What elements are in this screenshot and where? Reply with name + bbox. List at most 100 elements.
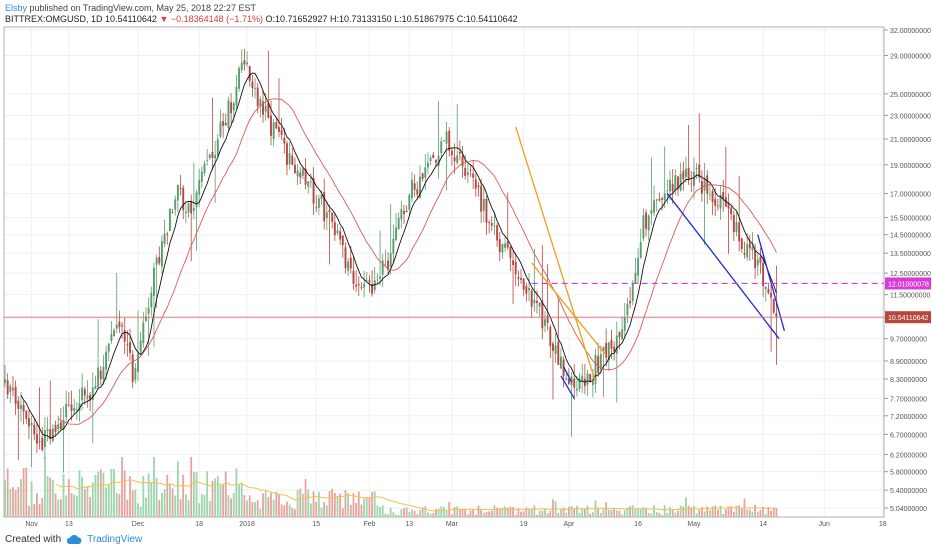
volume-bar-277 — [740, 508, 743, 517]
candle-77 — [208, 153, 211, 160]
candle-body-250 — [669, 180, 671, 192]
candle-216 — [578, 372, 581, 393]
volume-bar-239 — [639, 508, 642, 517]
tradingview-brand[interactable]: TradingView — [87, 534, 143, 545]
y-tick-label-19: 6.20000000 — [890, 452, 927, 459]
candle-135 — [363, 270, 366, 298]
candle-245 — [655, 198, 658, 212]
candle-body-225 — [602, 346, 605, 352]
candle-body-270 — [722, 191, 725, 199]
volume-bar-41 — [113, 469, 115, 517]
volume-bar-242 — [647, 513, 650, 517]
volume-bar-179 — [480, 509, 483, 517]
candle-body-169 — [453, 157, 456, 162]
candle-body-239 — [639, 242, 642, 258]
volume-bar-175 — [469, 510, 472, 517]
candle-262 — [700, 170, 703, 202]
volume-bar-253 — [677, 510, 679, 517]
volume-bar-222 — [594, 500, 597, 517]
candle-205 — [549, 324, 552, 358]
candle-88 — [238, 65, 241, 92]
volume-bar-119 — [320, 507, 323, 517]
volume-bar-189 — [506, 507, 509, 517]
volume-bar-35 — [97, 471, 99, 517]
volume-bar-180 — [482, 512, 485, 517]
candle-body-64 — [174, 199, 177, 210]
candle-body-199 — [533, 299, 536, 304]
candle-body-156 — [419, 176, 421, 198]
candle-271 — [724, 146, 727, 207]
volume-bar-265 — [709, 510, 711, 517]
candle-body-165 — [442, 140, 445, 142]
volume-bar-55 — [150, 482, 153, 517]
volume-bar-3 — [12, 487, 14, 517]
candle-222 — [594, 348, 597, 394]
last-price-value: 10.54110642 — [105, 14, 157, 24]
candle-60 — [163, 219, 166, 248]
y-tick-label-11: 11.50000000 — [890, 293, 930, 300]
volume-bar-158 — [424, 506, 427, 517]
volume-bar-141 — [379, 506, 381, 517]
volume-bar-109 — [294, 509, 296, 517]
candle-body-192 — [514, 261, 517, 275]
candle-body-181 — [485, 198, 488, 223]
candle-175 — [469, 165, 472, 177]
candle-253 — [677, 176, 679, 197]
y-tick-label-20: 5.80000000 — [890, 470, 927, 477]
symbol-label: BITTREX:OMGUSD, 1D — [5, 14, 103, 24]
volume-bar-250 — [669, 507, 671, 517]
volume-bar-206 — [552, 499, 554, 517]
volume-bar-254 — [679, 505, 682, 517]
candle-198 — [530, 288, 533, 319]
candle-75 — [203, 160, 206, 177]
volume-bar-99 — [267, 497, 270, 517]
candle-body-267 — [714, 199, 717, 206]
candle-13 — [38, 387, 41, 450]
candle-208 — [557, 298, 560, 366]
candle-body-94 — [254, 88, 256, 90]
volume-bar-228 — [610, 509, 613, 517]
volume-bar-101 — [272, 499, 275, 517]
candle-126 — [339, 227, 342, 246]
candle-289 — [772, 298, 775, 315]
volume-bar-54 — [147, 473, 150, 517]
ma-slow-line — [57, 98, 777, 425]
y-tick-label-22: 5.04000000 — [890, 506, 927, 513]
candle-64 — [174, 195, 177, 216]
candle-146 — [392, 224, 395, 264]
candle-body-238 — [637, 257, 640, 276]
candle-body-31 — [86, 395, 89, 399]
volume-bar-208 — [557, 513, 560, 517]
candle-body-271 — [724, 197, 727, 207]
volume-bar-256 — [685, 497, 687, 517]
candle-251 — [671, 169, 674, 204]
candle-body-170 — [456, 155, 459, 164]
candle-body-37 — [102, 367, 105, 380]
candle-51 — [139, 331, 142, 356]
candle-body-160 — [429, 157, 432, 162]
volume-bar-196 — [525, 507, 528, 517]
candle-31 — [86, 380, 89, 408]
candle-body-287 — [767, 288, 770, 294]
volume-bar-249 — [666, 512, 669, 517]
candle-118 — [317, 194, 320, 216]
candle-body-76 — [206, 160, 209, 161]
author-name[interactable]: Elsby — [5, 3, 28, 13]
candle-80 — [216, 133, 219, 158]
candle-body-124 — [333, 222, 336, 236]
volume-bar-58 — [158, 499, 161, 517]
candle-192 — [514, 252, 517, 286]
trendline-orange-1 — [531, 262, 607, 356]
volume-bar-29 — [81, 476, 84, 517]
volume-bar-258 — [690, 507, 693, 517]
candle-body-41 — [113, 330, 116, 337]
candle-122 — [328, 205, 331, 265]
volume-bar-27 — [75, 495, 78, 517]
candle-23 — [65, 390, 68, 424]
candle-127 — [341, 235, 344, 258]
candle-281 — [751, 232, 754, 260]
volume-bar-213 — [570, 505, 573, 517]
volume-bar-145 — [389, 508, 392, 517]
candle-108 — [291, 147, 294, 166]
